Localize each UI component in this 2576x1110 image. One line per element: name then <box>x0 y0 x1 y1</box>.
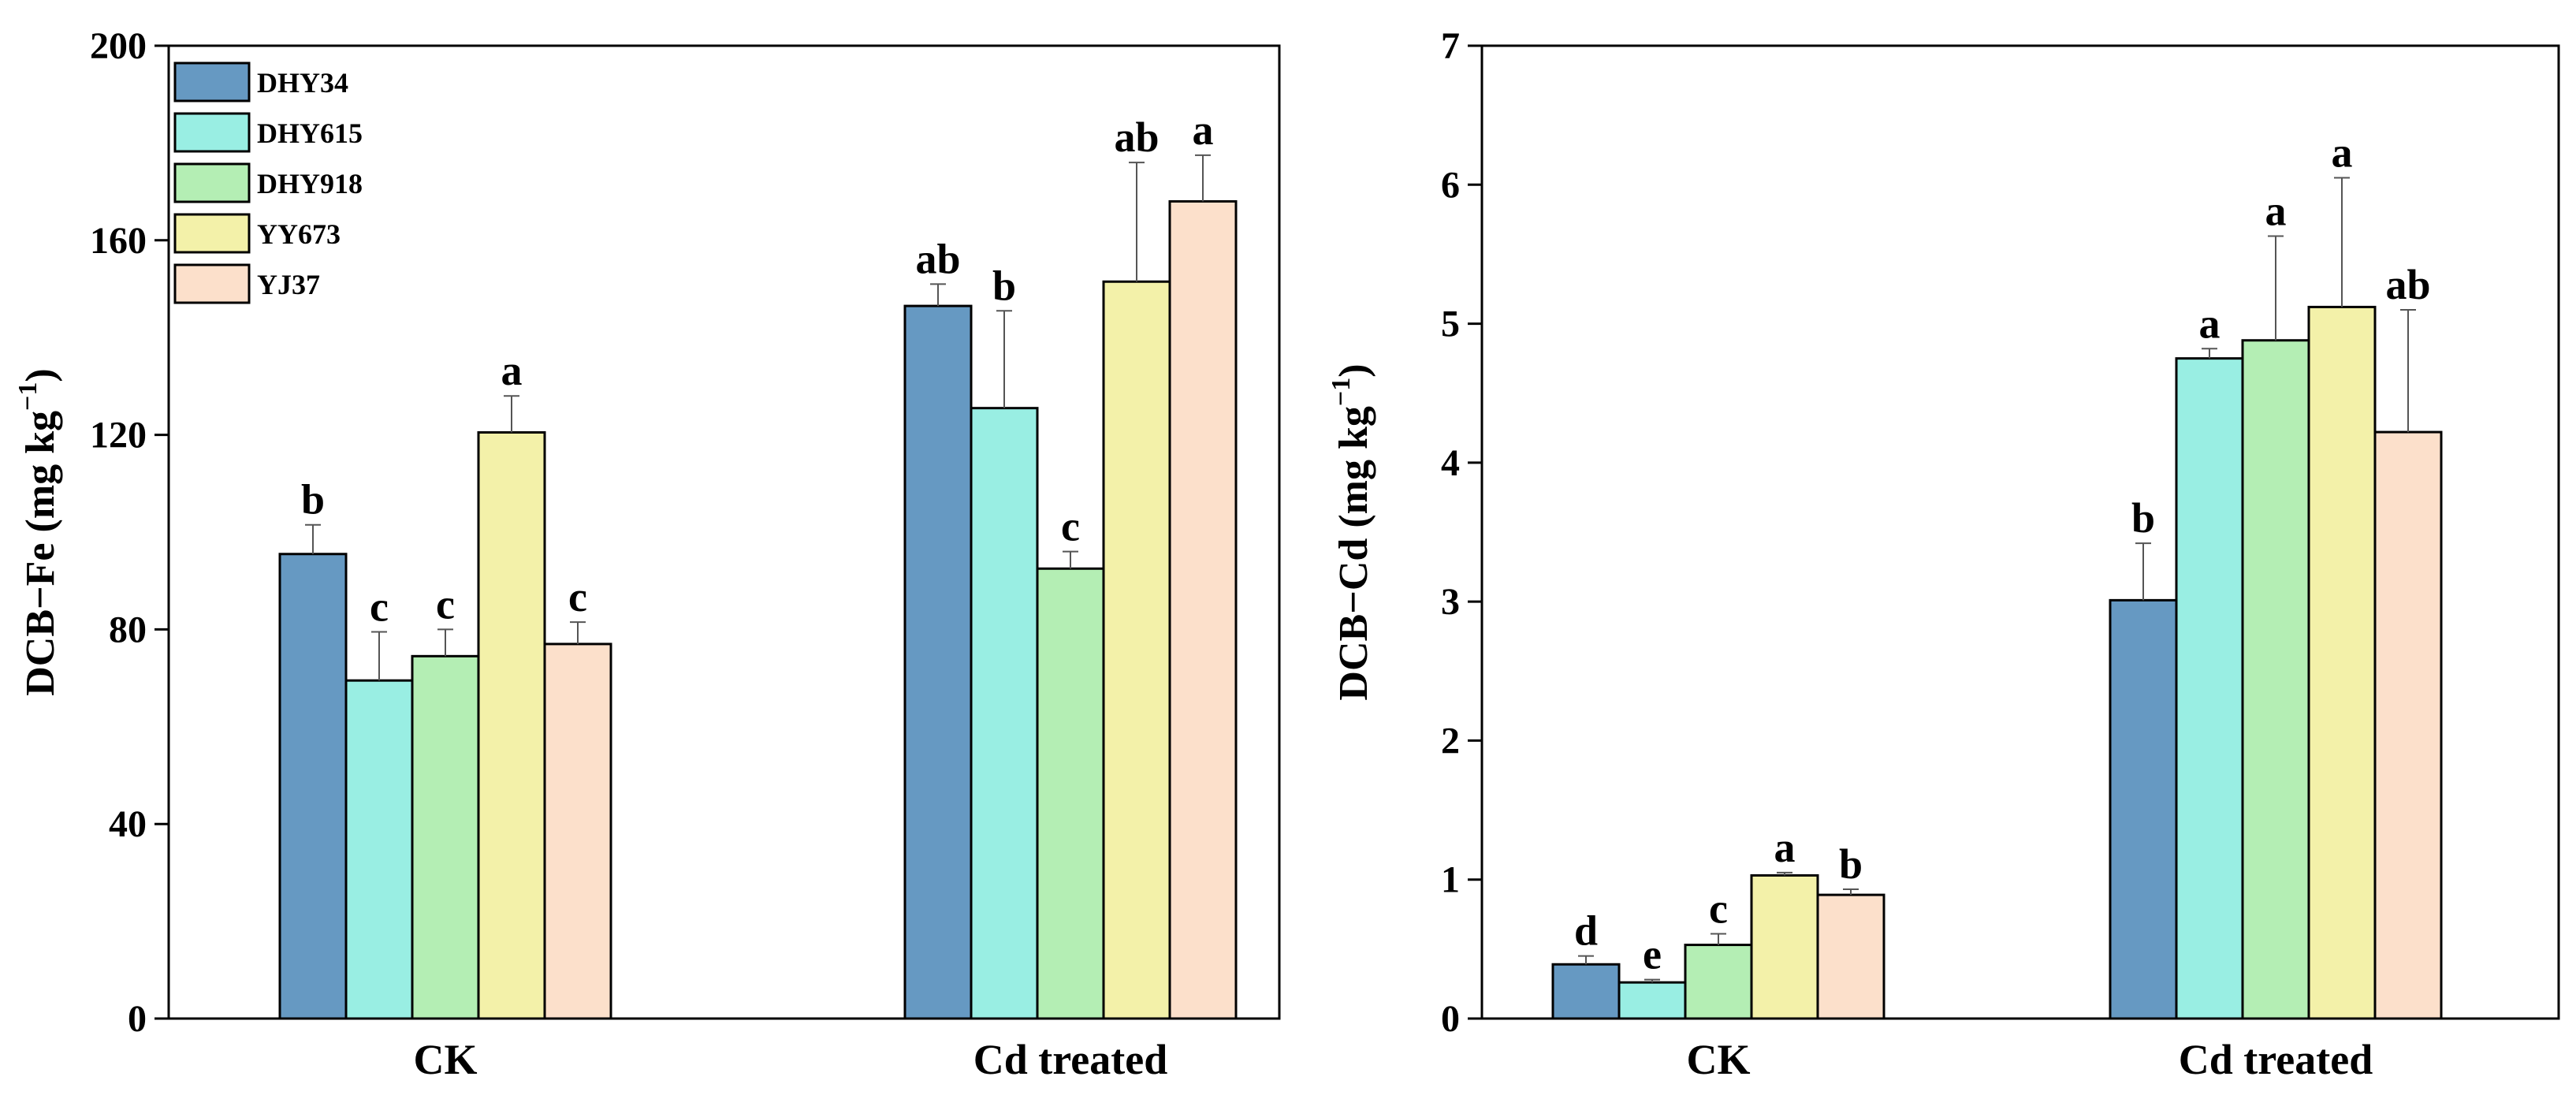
legend: DHY34 DHY615 DHY918 YY673 YJ37 <box>173 61 363 304</box>
significance-letter: ab <box>915 235 960 282</box>
bar-dhy918-cd-treated <box>2241 339 2310 1020</box>
legend-swatch-dhy918 <box>173 162 251 203</box>
bar-dhy34-ck <box>278 553 348 1020</box>
legend-swatch-yy673 <box>173 213 251 254</box>
y-tick-label: 6 <box>1441 164 1460 206</box>
significance-letter: ab <box>2385 261 2430 308</box>
legend-label: DHY615 <box>257 117 363 149</box>
bar-dhy615-cd-treated <box>2175 357 2244 1020</box>
x-category-label: CK <box>1687 1036 1751 1083</box>
bar-yy673-cd-treated <box>2307 305 2377 1020</box>
legend-label: DHY34 <box>257 67 348 99</box>
bar-dhy615-cd-treated <box>970 407 1039 1020</box>
y-axis-title-superscript: −1 <box>13 382 43 411</box>
significance-letter: c <box>436 580 455 628</box>
y-axis-title-main: DCB−Fe (mg kg <box>18 411 63 696</box>
y-tick-label: 5 <box>1441 304 1460 345</box>
y-tick-label: 4 <box>1441 442 1460 484</box>
bar-dhy615-ck <box>344 679 414 1020</box>
y-tick-label: 3 <box>1441 581 1460 623</box>
bar-yj37-ck <box>1816 893 1885 1020</box>
bar-dhy918-ck <box>1684 944 1753 1020</box>
x-category-label: Cd treated <box>973 1036 1167 1083</box>
y-tick-label: 120 <box>90 415 147 456</box>
bar-dhy34-cd-treated <box>903 304 973 1020</box>
bar-dhy918-ck <box>411 654 480 1020</box>
y-tick-label: 0 <box>128 998 147 1040</box>
y-tick-label: 160 <box>90 220 147 262</box>
significance-letter: e <box>1643 931 1662 978</box>
y-tick-label: 40 <box>109 803 147 845</box>
y-tick-label: 0 <box>1441 998 1460 1040</box>
legend-label: YJ37 <box>257 269 320 300</box>
y-axis-title: DCB−Cd (mg kg−1) <box>1327 363 1376 700</box>
plot-frame <box>167 44 1281 1020</box>
significance-letter: b <box>2131 494 2155 542</box>
y-axis-title-close: ) <box>1331 363 1376 377</box>
significance-letter: a <box>1193 106 1214 154</box>
significance-letter: c <box>1061 503 1080 550</box>
x-category-label: Cd treated <box>2179 1036 2373 1083</box>
significance-letter: c <box>370 583 389 630</box>
significance-letter: b <box>992 262 1016 309</box>
legend-swatch-dhy615 <box>173 112 251 153</box>
y-axis-title-main: DCB−Cd (mg kg <box>1331 406 1376 700</box>
bar-yj37-cd-treated <box>1168 199 1238 1020</box>
legend-label: DHY918 <box>257 168 363 199</box>
significance-letter: ab <box>1114 114 1159 161</box>
bar-yj37-cd-treated <box>2373 430 2443 1020</box>
bar-yj37-ck <box>543 643 612 1020</box>
bar-dhy34-ck <box>1551 963 1621 1020</box>
significance-letter: c <box>1709 885 1728 932</box>
y-tick-label: 2 <box>1441 720 1460 762</box>
significance-letter: c <box>568 573 587 620</box>
y-tick-label: 1 <box>1441 859 1460 901</box>
x-category-label: CK <box>414 1036 478 1083</box>
significance-letter: a <box>501 347 523 394</box>
significance-letter: a <box>2199 300 2220 347</box>
bar-dhy615-ck <box>1617 981 1687 1020</box>
legend-swatch-yj37 <box>173 263 251 304</box>
significance-letter: a <box>2265 188 2287 235</box>
bar-yy673-ck <box>1750 873 1819 1020</box>
bar-yy673-cd-treated <box>1102 280 1171 1020</box>
y-axis-title: DCB−Fe (mg kg−1) <box>13 368 63 696</box>
plot-frame <box>1480 44 2560 1020</box>
significance-letter: a <box>2332 129 2353 176</box>
legend-label: YY673 <box>257 218 341 250</box>
y-tick-label: 7 <box>1441 25 1460 67</box>
bar-yy673-ck <box>477 431 546 1020</box>
legend-swatch-dhy34 <box>173 61 251 102</box>
significance-letter: b <box>301 476 325 523</box>
significance-letter: a <box>1774 824 1796 871</box>
y-axis-title-close: ) <box>18 368 63 382</box>
significance-letter: d <box>1574 907 1598 955</box>
y-tick-label: 80 <box>109 609 147 650</box>
bar-dhy918-cd-treated <box>1036 567 1105 1020</box>
y-tick-label: 200 <box>90 25 147 67</box>
bar-dhy34-cd-treated <box>2109 598 2178 1020</box>
significance-letter: b <box>1839 840 1863 888</box>
y-axis-title-superscript: −1 <box>1327 378 1356 406</box>
